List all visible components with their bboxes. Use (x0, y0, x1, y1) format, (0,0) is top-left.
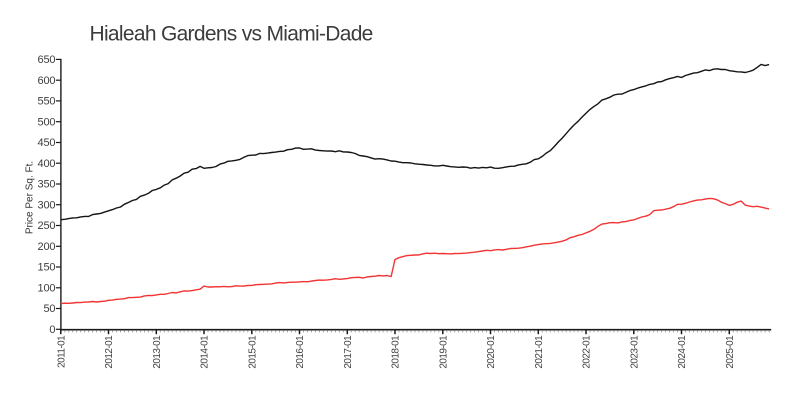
svg-text:0: 0 (49, 324, 55, 336)
svg-text:2025-01: 2025-01 (725, 335, 736, 369)
svg-text:100: 100 (38, 282, 56, 294)
svg-text:350: 350 (38, 179, 56, 191)
svg-text:50: 50 (43, 303, 55, 315)
svg-text:2018-01: 2018-01 (391, 335, 402, 369)
svg-text:250: 250 (38, 220, 56, 232)
svg-text:2022-01: 2022-01 (582, 335, 593, 369)
svg-text:2012-01: 2012-01 (104, 335, 115, 369)
svg-text:2023-01: 2023-01 (629, 335, 640, 369)
svg-text:200: 200 (38, 241, 56, 253)
svg-text:2024-01: 2024-01 (677, 335, 688, 369)
svg-text:2013-01: 2013-01 (152, 335, 163, 369)
svg-text:2021-01: 2021-01 (534, 335, 545, 369)
svg-text:Price Per Sq. Ft.: Price Per Sq. Ft. (25, 161, 36, 234)
svg-text:550: 550 (38, 96, 56, 108)
svg-text:2011-01: 2011-01 (56, 335, 67, 368)
svg-text:2017-01: 2017-01 (343, 335, 354, 369)
svg-text:500: 500 (38, 116, 56, 128)
svg-text:450: 450 (38, 137, 56, 149)
svg-text:2016-01: 2016-01 (295, 335, 306, 369)
svg-text:2019-01: 2019-01 (438, 335, 449, 369)
svg-text:650: 650 (38, 54, 56, 66)
svg-text:Hialeah Gardens vs Miami-Dade: Hialeah Gardens vs Miami-Dade (90, 23, 373, 46)
svg-text:300: 300 (38, 199, 56, 211)
svg-text:2015-01: 2015-01 (247, 335, 258, 369)
svg-text:600: 600 (38, 75, 56, 87)
svg-text:2014-01: 2014-01 (200, 335, 211, 369)
svg-text:400: 400 (38, 158, 56, 170)
svg-text:150: 150 (38, 262, 56, 274)
svg-text:2020-01: 2020-01 (486, 335, 497, 369)
